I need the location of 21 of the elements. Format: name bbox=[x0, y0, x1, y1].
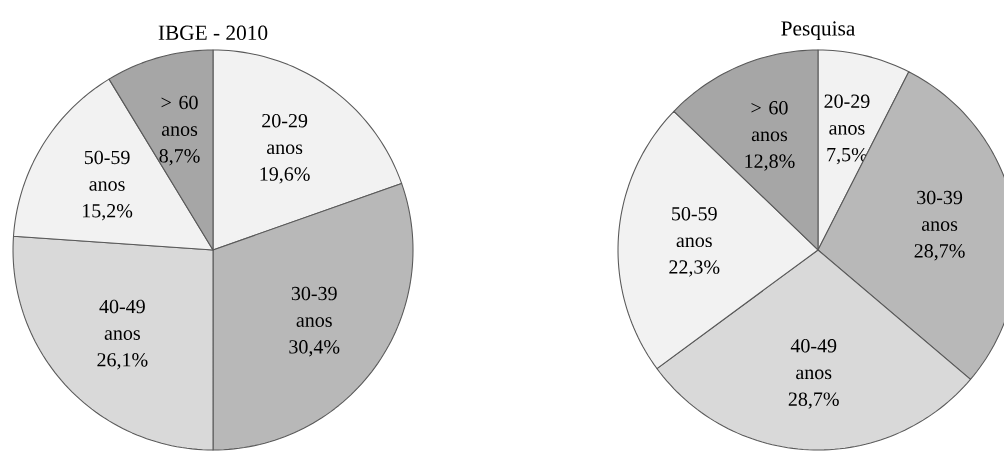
slice-label: > 60 anos bbox=[161, 95, 198, 136]
slice-label: 50-59 anos bbox=[672, 206, 717, 248]
data-label: 8,7% bbox=[159, 149, 200, 166]
slice-label: 50-59 anos bbox=[84, 150, 130, 191]
slice-label: 40-49 anos bbox=[99, 299, 145, 340]
data-label: 28,7% bbox=[788, 392, 839, 409]
chart-title: Pesquisa bbox=[781, 21, 856, 40]
chart-title: IBGE - 2010 bbox=[158, 25, 268, 40]
data-label: 22,3% bbox=[669, 260, 720, 277]
slice-label: 40-49 anos bbox=[790, 339, 837, 380]
slice-label: 30-39 anos bbox=[917, 190, 963, 231]
slice-label: > 60 anos bbox=[751, 101, 788, 142]
data-label: 12,8% bbox=[745, 154, 795, 171]
slice-label: 20-29 anos bbox=[262, 113, 308, 155]
data-label: 28,7% bbox=[914, 244, 965, 261]
data-label: 15,2% bbox=[83, 204, 133, 221]
data-label: 19,6% bbox=[260, 167, 310, 184]
slice-label: 30-39 anos bbox=[291, 286, 337, 327]
slice-label: 20-29 anos bbox=[824, 94, 870, 135]
data-label: 30,4% bbox=[289, 340, 340, 357]
data-label: 26,1% bbox=[97, 353, 148, 370]
